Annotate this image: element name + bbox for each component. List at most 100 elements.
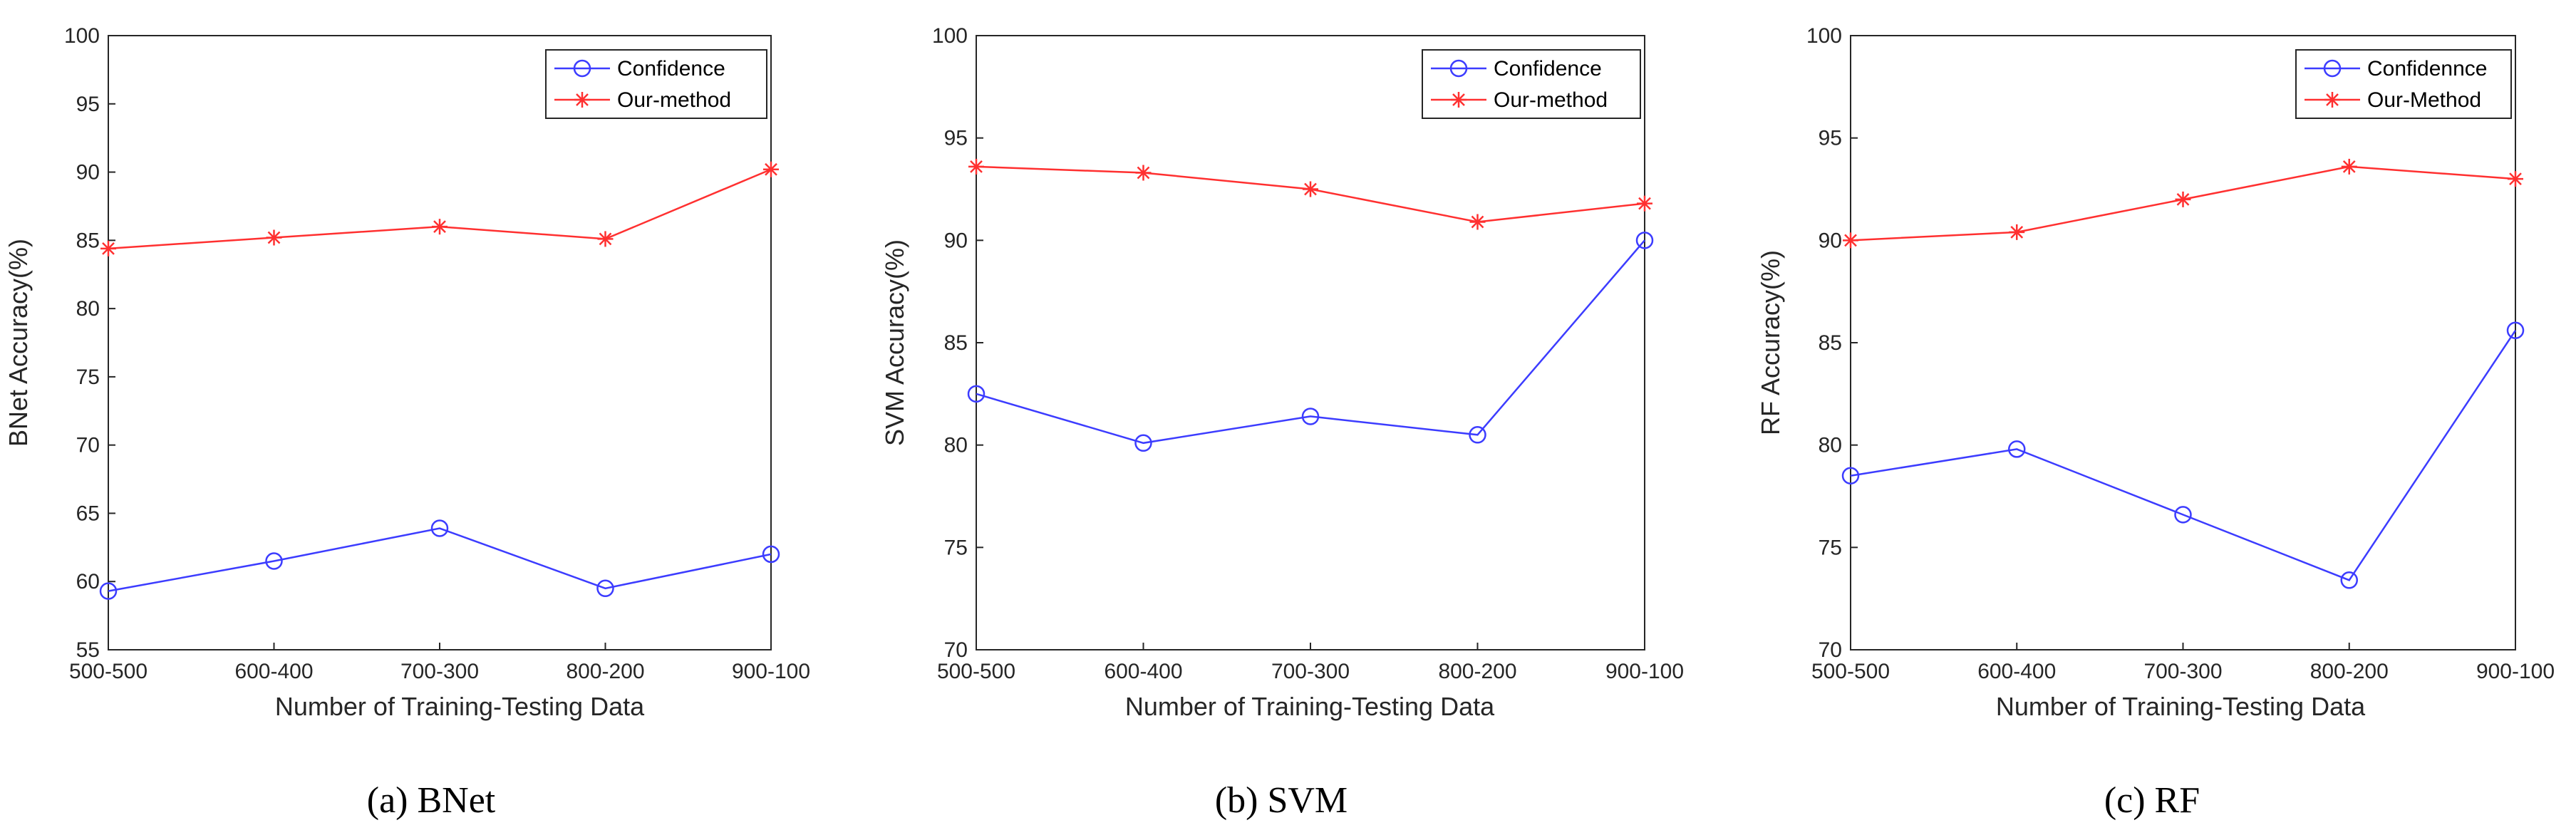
legend-marker-asterisk bbox=[1451, 92, 1467, 108]
y-tick-label: 100 bbox=[64, 24, 100, 48]
plot-area-bnet bbox=[108, 35, 772, 650]
data-point-circle bbox=[1635, 232, 1654, 249]
legend-marker-circle bbox=[1449, 59, 1468, 78]
y-tick-label: 60 bbox=[76, 570, 100, 593]
data-point-circle bbox=[1301, 408, 1320, 425]
y-axis-label: BNet Accuracy(%) bbox=[4, 239, 33, 447]
data-point-circle bbox=[596, 579, 614, 598]
data-point-circle bbox=[99, 582, 118, 600]
data-point-circle bbox=[967, 385, 986, 403]
x-tick-label: 800-200 bbox=[1438, 660, 1516, 683]
legend-marker-circle bbox=[573, 59, 591, 78]
data-point-circle bbox=[762, 545, 780, 564]
x-axis-label: Number of Training-Testing Data bbox=[1125, 692, 1495, 721]
data-point-asterisk bbox=[763, 161, 779, 177]
y-tick-label: 90 bbox=[76, 161, 100, 185]
panel-caption: (b) SVM bbox=[1215, 780, 1348, 821]
data-point-asterisk bbox=[1843, 232, 1858, 249]
data-point-asterisk bbox=[432, 219, 448, 235]
y-tick-label: 80 bbox=[944, 434, 968, 457]
data-point-circle bbox=[265, 552, 283, 570]
x-tick-label: 600-400 bbox=[1977, 660, 2056, 683]
legend-marker-circle bbox=[2323, 59, 2342, 78]
y-tick-label: 85 bbox=[944, 331, 968, 355]
data-point-asterisk bbox=[2508, 171, 2523, 187]
x-tick-label: 800-200 bbox=[566, 660, 644, 683]
data-point-circle bbox=[1841, 467, 1860, 485]
y-tick-label: 75 bbox=[944, 536, 968, 559]
plot-area-svm bbox=[976, 35, 1645, 650]
data-point-circle bbox=[1469, 426, 1486, 444]
y-axis-label: RF Accuracy(%) bbox=[1756, 250, 1785, 435]
x-tick-label: 900-100 bbox=[732, 660, 810, 683]
y-tick-label: 70 bbox=[76, 434, 100, 457]
x-axis-label: Number of Training-Testing Data bbox=[1996, 692, 2366, 721]
data-point-circle bbox=[2008, 440, 2026, 458]
data-point-circle bbox=[2340, 571, 2358, 589]
x-tick-label: 600-400 bbox=[1104, 660, 1182, 683]
y-tick-label: 70 bbox=[1819, 638, 1842, 662]
x-tick-label: 500-500 bbox=[1811, 660, 1890, 683]
data-point-circle bbox=[2506, 321, 2525, 340]
data-point-asterisk bbox=[1135, 165, 1152, 181]
x-tick-label: 800-200 bbox=[2310, 660, 2389, 683]
chart-panel-bnet: 55 60 65 70 75 80 85 90 95 100 500-500 600-400 700-3… bbox=[4, 24, 810, 821]
data-point-asterisk bbox=[1637, 195, 1652, 212]
y-tick-label: 85 bbox=[76, 229, 100, 252]
data-point-asterisk bbox=[1469, 214, 1486, 230]
y-tick-label: 95 bbox=[944, 127, 968, 150]
data-point-asterisk bbox=[597, 231, 614, 247]
data-point-asterisk bbox=[266, 229, 282, 246]
chart-panel-svm: 70 75 80 85 90 95 100 500-500 600-400 700-300 800-… bbox=[880, 24, 1684, 821]
y-tick-label: 85 bbox=[1819, 331, 1842, 355]
x-tick-label: 700-300 bbox=[1271, 660, 1350, 683]
data-point-asterisk bbox=[968, 158, 984, 175]
x-tick-label: 500-500 bbox=[937, 660, 1015, 683]
data-point-asterisk bbox=[1303, 181, 1318, 197]
x-tick-label: 600-400 bbox=[234, 660, 313, 683]
y-tick-label: 70 bbox=[944, 638, 968, 662]
data-point-circle bbox=[2174, 506, 2192, 524]
chart-panel-rf: 70 75 80 85 90 95 100 500-500 600-400 700-300 800-… bbox=[1756, 24, 2555, 821]
legend-marker-asterisk bbox=[574, 92, 590, 108]
y-tick-label: 95 bbox=[76, 93, 100, 116]
legend-marker-asterisk bbox=[2324, 92, 2340, 108]
y-tick-label: 80 bbox=[76, 297, 100, 321]
y-tick-label: 90 bbox=[1819, 229, 1842, 252]
series-line-circle bbox=[1850, 330, 2517, 581]
legend-label: Our-method bbox=[617, 88, 731, 112]
data-point-asterisk bbox=[100, 240, 116, 256]
y-tick-label: 90 bbox=[944, 229, 968, 252]
x-tick-label: 700-300 bbox=[400, 660, 479, 683]
y-tick-label: 75 bbox=[1819, 536, 1842, 559]
legend-label: Confidence bbox=[617, 57, 725, 81]
x-tick-label: 900-100 bbox=[2476, 660, 2555, 683]
data-point-asterisk bbox=[2009, 224, 2025, 240]
x-axis-label: Number of Training-Testing Data bbox=[275, 692, 645, 721]
plot-area-rf bbox=[1850, 35, 2516, 650]
y-tick-label: 95 bbox=[1819, 127, 1842, 150]
y-axis-label: SVM Accuracy(%) bbox=[880, 239, 909, 446]
legend-label: Our-method bbox=[1494, 88, 1608, 112]
data-point-circle bbox=[1134, 434, 1152, 452]
x-tick-label: 900-100 bbox=[1605, 660, 1684, 683]
data-point-circle bbox=[430, 519, 449, 537]
panel-caption: (c) RF bbox=[2104, 780, 2200, 821]
y-tick-label: 100 bbox=[932, 24, 968, 48]
legend-label: Our-Method bbox=[2367, 88, 2481, 112]
legend-label: Confidennce bbox=[2367, 57, 2487, 81]
data-point-asterisk bbox=[2341, 158, 2357, 175]
y-tick-label: 55 bbox=[76, 638, 100, 662]
series-line-circle bbox=[976, 239, 1645, 445]
series-line-circle bbox=[108, 527, 772, 592]
y-tick-label: 75 bbox=[76, 365, 100, 389]
x-tick-label: 700-300 bbox=[2143, 660, 2222, 683]
legend-label: Confidence bbox=[1494, 57, 1602, 81]
data-point-asterisk bbox=[2175, 191, 2191, 207]
y-tick-label: 80 bbox=[1819, 434, 1842, 457]
y-tick-label: 65 bbox=[76, 502, 100, 525]
x-tick-label: 500-500 bbox=[69, 660, 148, 683]
y-tick-label: 100 bbox=[1806, 24, 1842, 48]
